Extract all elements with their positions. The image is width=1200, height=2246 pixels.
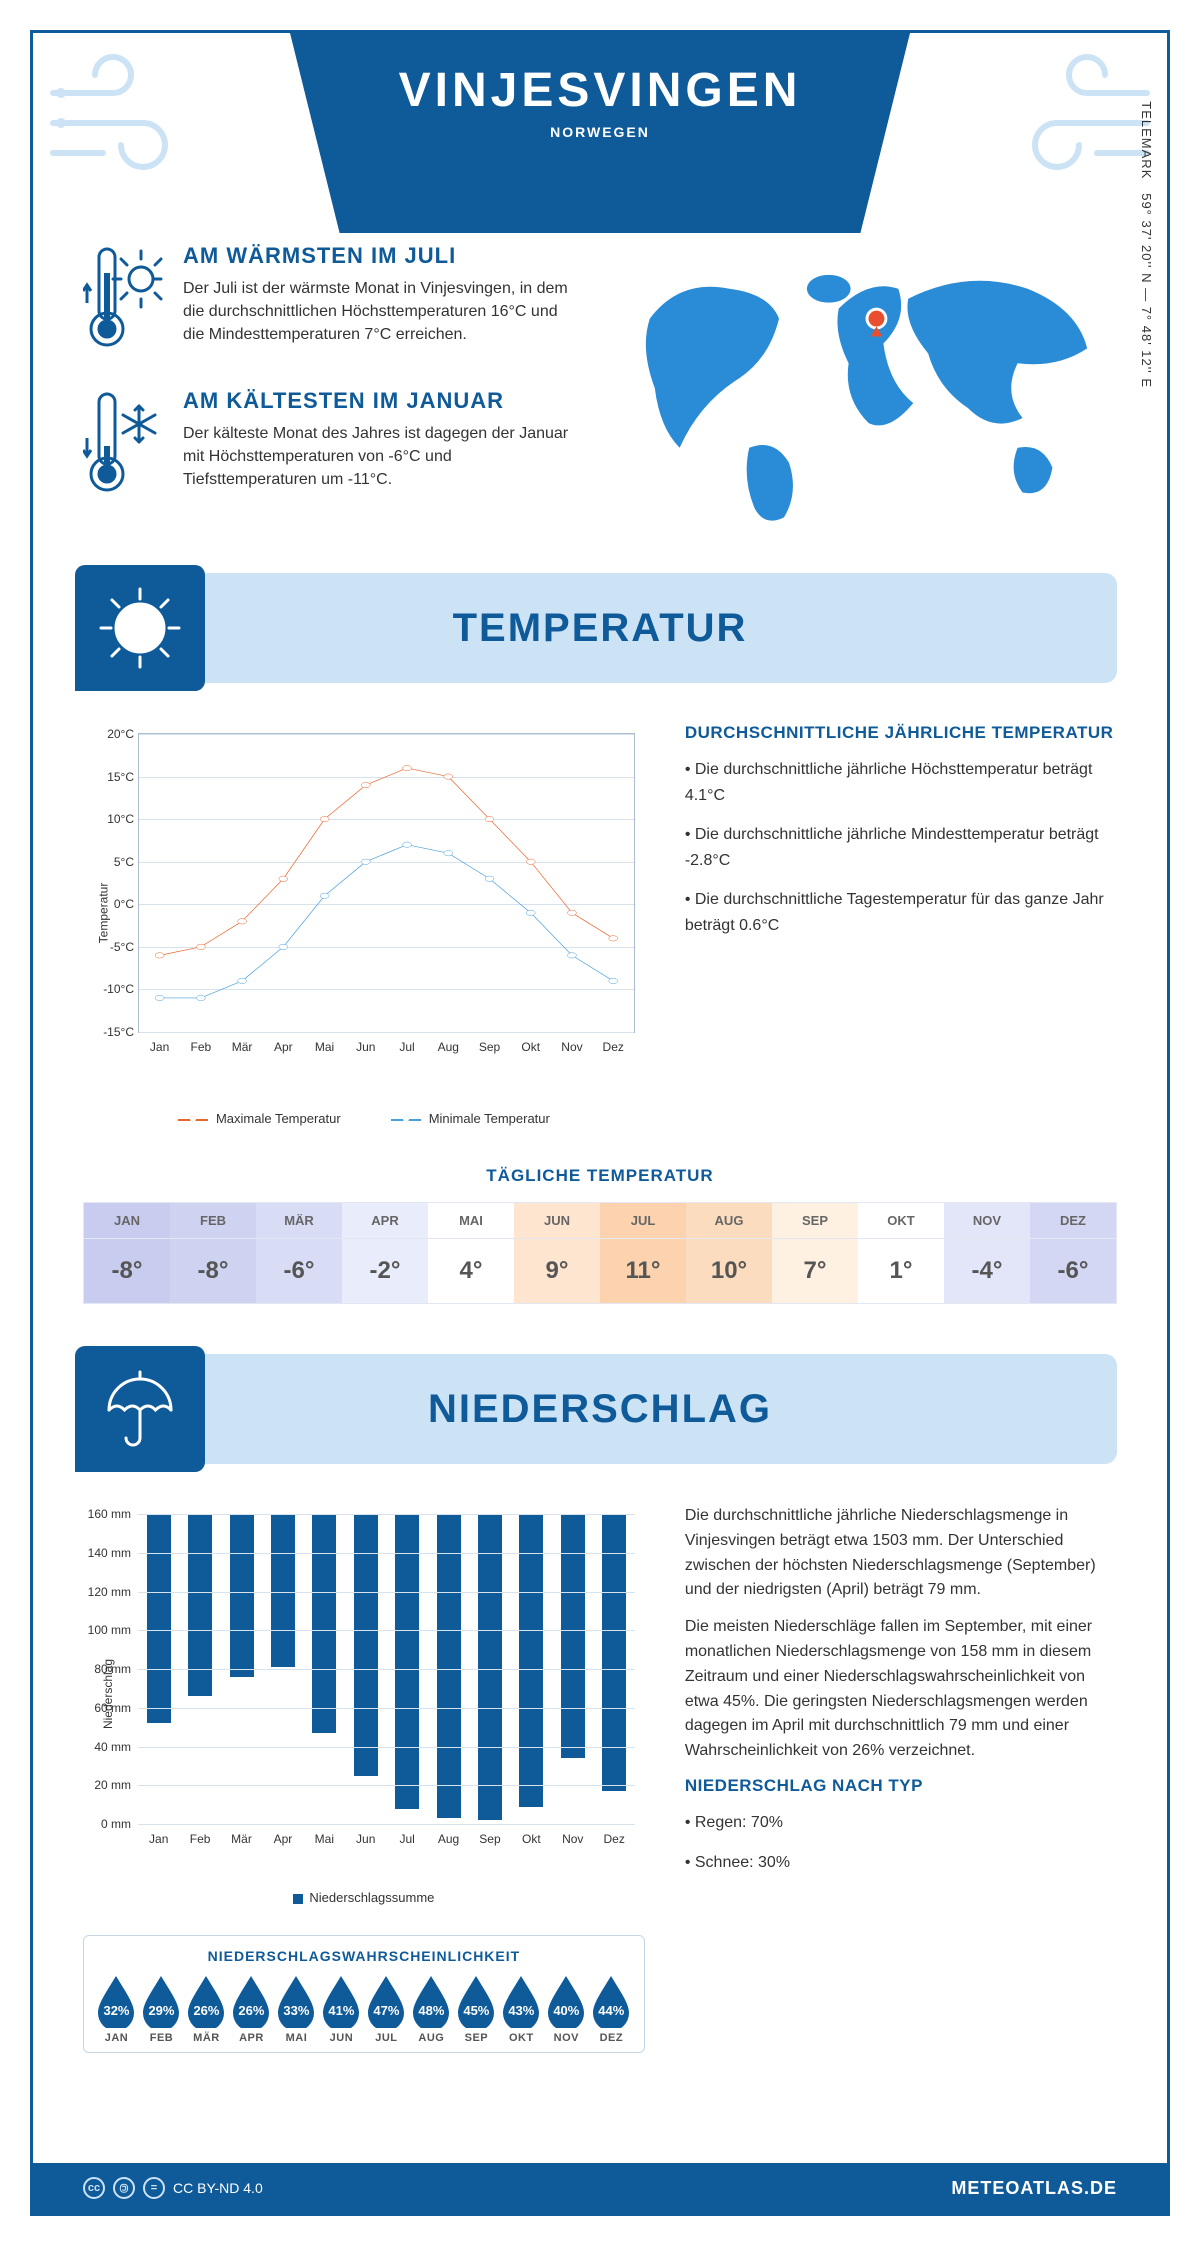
license-text: CC BY-ND 4.0	[173, 2180, 263, 2196]
precipitation-heading: NIEDERSCHLAG	[83, 1387, 1117, 1432]
precip-prob-drop: 29%FEB	[139, 1974, 184, 2044]
coordinates-text: TELEMARK 59° 37' 20'' N — 7° 48' 12'' E	[1140, 101, 1155, 388]
precip-by-type-list: Regen: 70% Schnee: 30%	[685, 1810, 1117, 1875]
daily-temp-table: JAN-8°FEB-8°MÄR-6°APR-2°MAI4°JUN9°JUL11°…	[83, 1202, 1117, 1304]
precip-prob-drop: 44%DEZ	[589, 1974, 634, 2044]
temp-info-item: Die durchschnittliche jährliche Höchstte…	[685, 757, 1117, 808]
sun-icon	[75, 565, 205, 691]
precipitation-bar-chart: Niederschlag JanFebMärAprMaiJunJulAugSep…	[83, 1504, 645, 1884]
daily-temp-heading: TÄGLICHE TEMPERATUR	[83, 1166, 1117, 1186]
umbrella-icon	[75, 1346, 205, 1472]
header: VINJESVINGEN NORWEGEN	[33, 33, 1167, 233]
temperature-heading: TEMPERATUR	[83, 606, 1117, 651]
daily-temp-cell: MÄR-6°	[256, 1203, 342, 1303]
coldest-heading: AM KÄLTESTEN IM JANUAR	[183, 388, 580, 414]
precip-prob-drop: 26%MÄR	[184, 1974, 229, 2044]
temperature-line-chart: Temperatur -15°C-10°C-5°C0°C5°C10°C15°C2…	[83, 723, 645, 1103]
daily-temp-cell: FEB-8°	[170, 1203, 256, 1303]
daily-temp-cell: DEZ-6°	[1030, 1203, 1116, 1303]
precip-type-item: Schnee: 30%	[685, 1850, 1117, 1876]
daily-temp-cell: SEP7°	[772, 1203, 858, 1303]
daily-temp-cell: MAI4°	[428, 1203, 514, 1303]
warmest-card: AM WÄRMSTEN IM JULI Der Juli ist der wär…	[83, 243, 580, 358]
nd-icon: =	[143, 2177, 165, 2199]
section-header-precipitation: NIEDERSCHLAG	[83, 1354, 1117, 1464]
precip-type-item: Regen: 70%	[685, 1810, 1117, 1836]
site-name: METEOATLAS.DE	[951, 2178, 1117, 2199]
precip-paragraph-2: Die meisten Niederschläge fallen im Sept…	[685, 1615, 1117, 1764]
precip-prob-drop: 26%APR	[229, 1974, 274, 2044]
cc-icon: cc	[83, 2177, 105, 2199]
precip-by-type-heading: NIEDERSCHLAG NACH TYP	[685, 1776, 1117, 1796]
temp-info-heading: DURCHSCHNITTLICHE JÄHRLICHE TEMPERATUR	[685, 723, 1117, 743]
footer: cc 🄯 = CC BY-ND 4.0 METEOATLAS.DE	[33, 2163, 1167, 2213]
warmest-text: Der Juli ist der wärmste Monat in Vinjes…	[183, 277, 580, 347]
wind-icon	[997, 53, 1157, 173]
precip-prob-heading: NIEDERSCHLAGSWAHRSCHEINLICHKEIT	[94, 1948, 634, 1964]
precip-prob-drop: 48%AUG	[409, 1974, 454, 2044]
temp-info-list: Die durchschnittliche jährliche Höchstte…	[685, 757, 1117, 939]
warmest-heading: AM WÄRMSTEN IM JULI	[183, 243, 580, 269]
chart-legend: Maximale TemperaturMinimale Temperatur	[83, 1111, 645, 1126]
daily-temp-cell: AUG10°	[686, 1203, 772, 1303]
wind-icon	[43, 53, 203, 173]
daily-temp-cell: JUL11°	[600, 1203, 686, 1303]
daily-temp-cell: NOV-4°	[944, 1203, 1030, 1303]
precip-probability-box: NIEDERSCHLAGSWAHRSCHEINLICHKEIT 32%JAN29…	[83, 1935, 645, 2053]
thermometer-cold-icon	[83, 388, 163, 503]
daily-temp-cell: JAN-8°	[84, 1203, 170, 1303]
section-header-temperature: TEMPERATUR	[83, 573, 1117, 683]
temp-info-item: Die durchschnittliche jährliche Mindestt…	[685, 822, 1117, 873]
precip-prob-drop: 40%NOV	[544, 1974, 589, 2044]
precip-prob-drop: 32%JAN	[94, 1974, 139, 2044]
daily-temp-cell: OKT1°	[858, 1203, 944, 1303]
daily-temp-cell: JUN9°	[514, 1203, 600, 1303]
coldest-text: Der kälteste Monat des Jahres ist dagege…	[183, 422, 580, 492]
precip-prob-drop: 33%MAI	[274, 1974, 319, 2044]
intro-row: AM WÄRMSTEN IM JULI Der Juli ist der wär…	[83, 243, 1117, 533]
location-title: VINJESVINGEN	[370, 63, 830, 118]
infographic-frame: VINJESVINGEN NORWEGEN AM WÄRMSTEN IM JUL…	[30, 30, 1170, 2216]
by-icon: 🄯	[113, 2177, 135, 2199]
temp-info-item: Die durchschnittliche Tagestemperatur fü…	[685, 887, 1117, 938]
precip-prob-drop: 47%JUL	[364, 1974, 409, 2044]
precip-prob-drop: 43%OKT	[499, 1974, 544, 2044]
title-banner: VINJESVINGEN NORWEGEN	[290, 33, 910, 233]
precip-prob-drop: 45%SEP	[454, 1974, 499, 2044]
bar-legend: Niederschlagssumme	[83, 1890, 645, 1905]
thermometer-hot-icon	[83, 243, 163, 358]
coldest-card: AM KÄLTESTEN IM JANUAR Der kälteste Mona…	[83, 388, 580, 503]
daily-temp-cell: APR-2°	[342, 1203, 428, 1303]
precip-paragraph-1: Die durchschnittliche jährliche Niedersc…	[685, 1504, 1117, 1603]
location-country: NORWEGEN	[370, 124, 830, 140]
precip-prob-drop: 41%JUN	[319, 1974, 364, 2044]
world-map: TELEMARK 59° 37' 20'' N — 7° 48' 12'' E	[620, 243, 1117, 533]
